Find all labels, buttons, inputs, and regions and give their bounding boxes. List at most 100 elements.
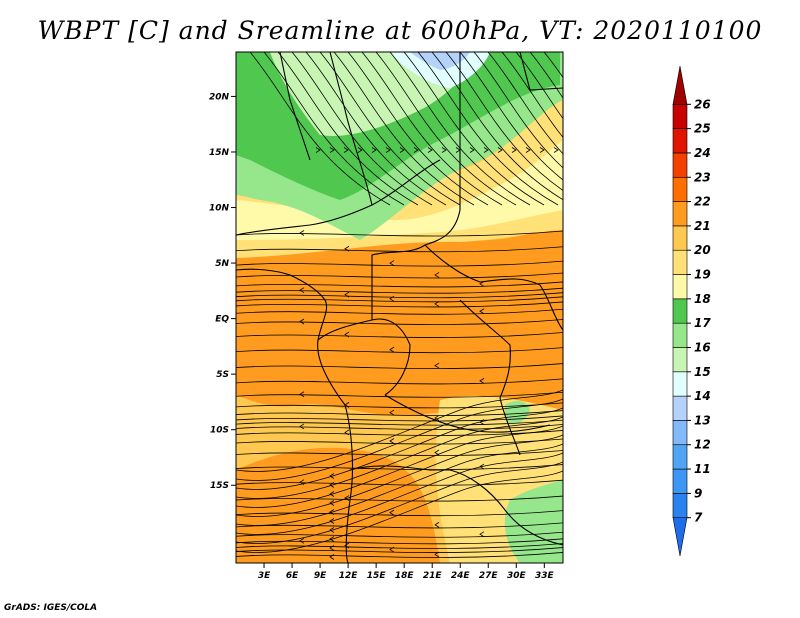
streamline-arrow <box>344 291 350 298</box>
streamline <box>236 522 563 529</box>
colorbar-label: 25 <box>694 122 711 136</box>
streamline-arrow <box>329 527 335 533</box>
streamline <box>236 424 563 430</box>
streamline-arrow <box>479 463 485 470</box>
streamline-arrow <box>299 318 305 325</box>
streamline <box>389 52 531 206</box>
streamline-arrow <box>479 531 485 538</box>
wbpt-region-22C-south <box>236 447 440 563</box>
streamline-arrow <box>434 272 440 278</box>
streamline <box>236 425 563 508</box>
streamline <box>319 52 461 206</box>
lat-tick-label: 10S <box>210 426 229 436</box>
colorbar-label: 9 <box>694 486 702 500</box>
lon-tick-label: 30E <box>507 571 527 581</box>
wbpt-region-17C-southeast <box>504 480 563 563</box>
streamline-arrow <box>434 301 440 307</box>
colorbar-label: 12 <box>694 438 711 452</box>
streamline-arrow <box>389 346 395 353</box>
streamline-arrow <box>427 147 433 153</box>
grads-credit: GrADS: IGES/COLA <box>4 603 98 613</box>
map-frame <box>235 51 564 564</box>
streamline <box>236 531 563 538</box>
wbpt-region-22C <box>236 225 563 423</box>
streamline-arrow <box>329 554 335 560</box>
streamline <box>236 301 563 308</box>
lat-tick-label: EQ <box>215 315 229 325</box>
streamline-arrow <box>399 147 405 153</box>
streamline <box>236 398 563 481</box>
streamline <box>236 547 563 553</box>
streamline-arrow <box>479 378 485 384</box>
colorbar-swatch <box>672 420 688 446</box>
lat-tick-label: 5N <box>215 259 229 269</box>
streamline <box>236 287 563 294</box>
colorbar-label: 11 <box>694 462 711 476</box>
colorbar-swatch <box>672 322 688 348</box>
streamline-arrow <box>329 491 335 497</box>
streamline <box>473 52 563 169</box>
colorbar-label: 24 <box>694 146 711 160</box>
lat-tick-label: 10N <box>209 204 230 214</box>
streamline <box>277 52 419 206</box>
streamline-arrow <box>329 536 335 542</box>
streamline <box>236 415 563 422</box>
streamline-arrow <box>553 147 559 153</box>
streamline-arrow <box>596 148 600 153</box>
colorbar-label: 19 <box>694 268 711 282</box>
streamline <box>236 272 563 279</box>
colorbar-label: 15 <box>694 365 711 379</box>
colorbar: 7 9 11 12 13 14 15 16 17 18 19 20 21 22 23 24 25 26 <box>672 65 711 557</box>
streamline-arrow <box>389 438 395 444</box>
colorbar-swatch <box>672 176 688 202</box>
colorbar-swatch <box>672 347 688 373</box>
streamline-arrow <box>479 308 485 315</box>
streamline <box>236 461 563 544</box>
streamline <box>236 450 563 456</box>
streamline-arrow <box>344 542 350 549</box>
streamline-arrow <box>344 331 350 338</box>
streamline <box>236 347 563 354</box>
streamline-arrow <box>299 230 305 236</box>
streamline-arrow <box>610 148 614 153</box>
colorbar-label: 20 <box>694 243 711 257</box>
streamline-arrow <box>434 551 440 558</box>
streamline <box>543 52 563 79</box>
streamline <box>236 296 563 303</box>
streamline-arrow <box>389 260 395 266</box>
streamline <box>236 419 563 426</box>
streamline <box>333 52 475 206</box>
colorbar-swatch <box>672 444 688 470</box>
colorbar-label: 13 <box>694 413 711 427</box>
colorbar-label: 22 <box>694 195 711 209</box>
colorbar-swatch <box>672 395 688 421</box>
colorbar-label: 7 <box>694 511 703 525</box>
lon-tick-label: 33E <box>535 571 555 581</box>
coastlines-borders <box>236 52 563 563</box>
streamline <box>236 230 563 237</box>
lon-tick-label: 24E <box>451 571 471 581</box>
streamline <box>403 52 545 206</box>
streamline-arrow <box>344 245 350 252</box>
colorbar-swatch <box>672 493 688 518</box>
streamline <box>459 52 563 181</box>
lat-tick-label: 20N <box>209 92 230 102</box>
streamline <box>305 52 447 206</box>
colorbar-swatch <box>672 104 688 129</box>
streamline <box>236 434 563 517</box>
colorbar-swatch <box>672 128 688 154</box>
colorbar-label: 16 <box>694 340 711 354</box>
streamline-arrow <box>568 148 572 153</box>
longitude-axis: 3E 6E 9E 12E 15E 18E 21E 24E 27E 30E 33E <box>258 563 555 581</box>
streamline <box>236 538 563 545</box>
latitude-axis: 20N 15N 10N 5N EQ 5S 10S 15S <box>209 92 236 491</box>
streamline <box>236 292 563 299</box>
streamline-arrow <box>344 429 350 436</box>
colorbar-swatch <box>672 249 688 275</box>
lat-tick-label: 5S <box>216 370 229 380</box>
colorbar-label: 21 <box>694 219 711 233</box>
streamline <box>417 52 559 206</box>
streamline-arrow <box>511 147 517 153</box>
streamline <box>236 430 563 436</box>
